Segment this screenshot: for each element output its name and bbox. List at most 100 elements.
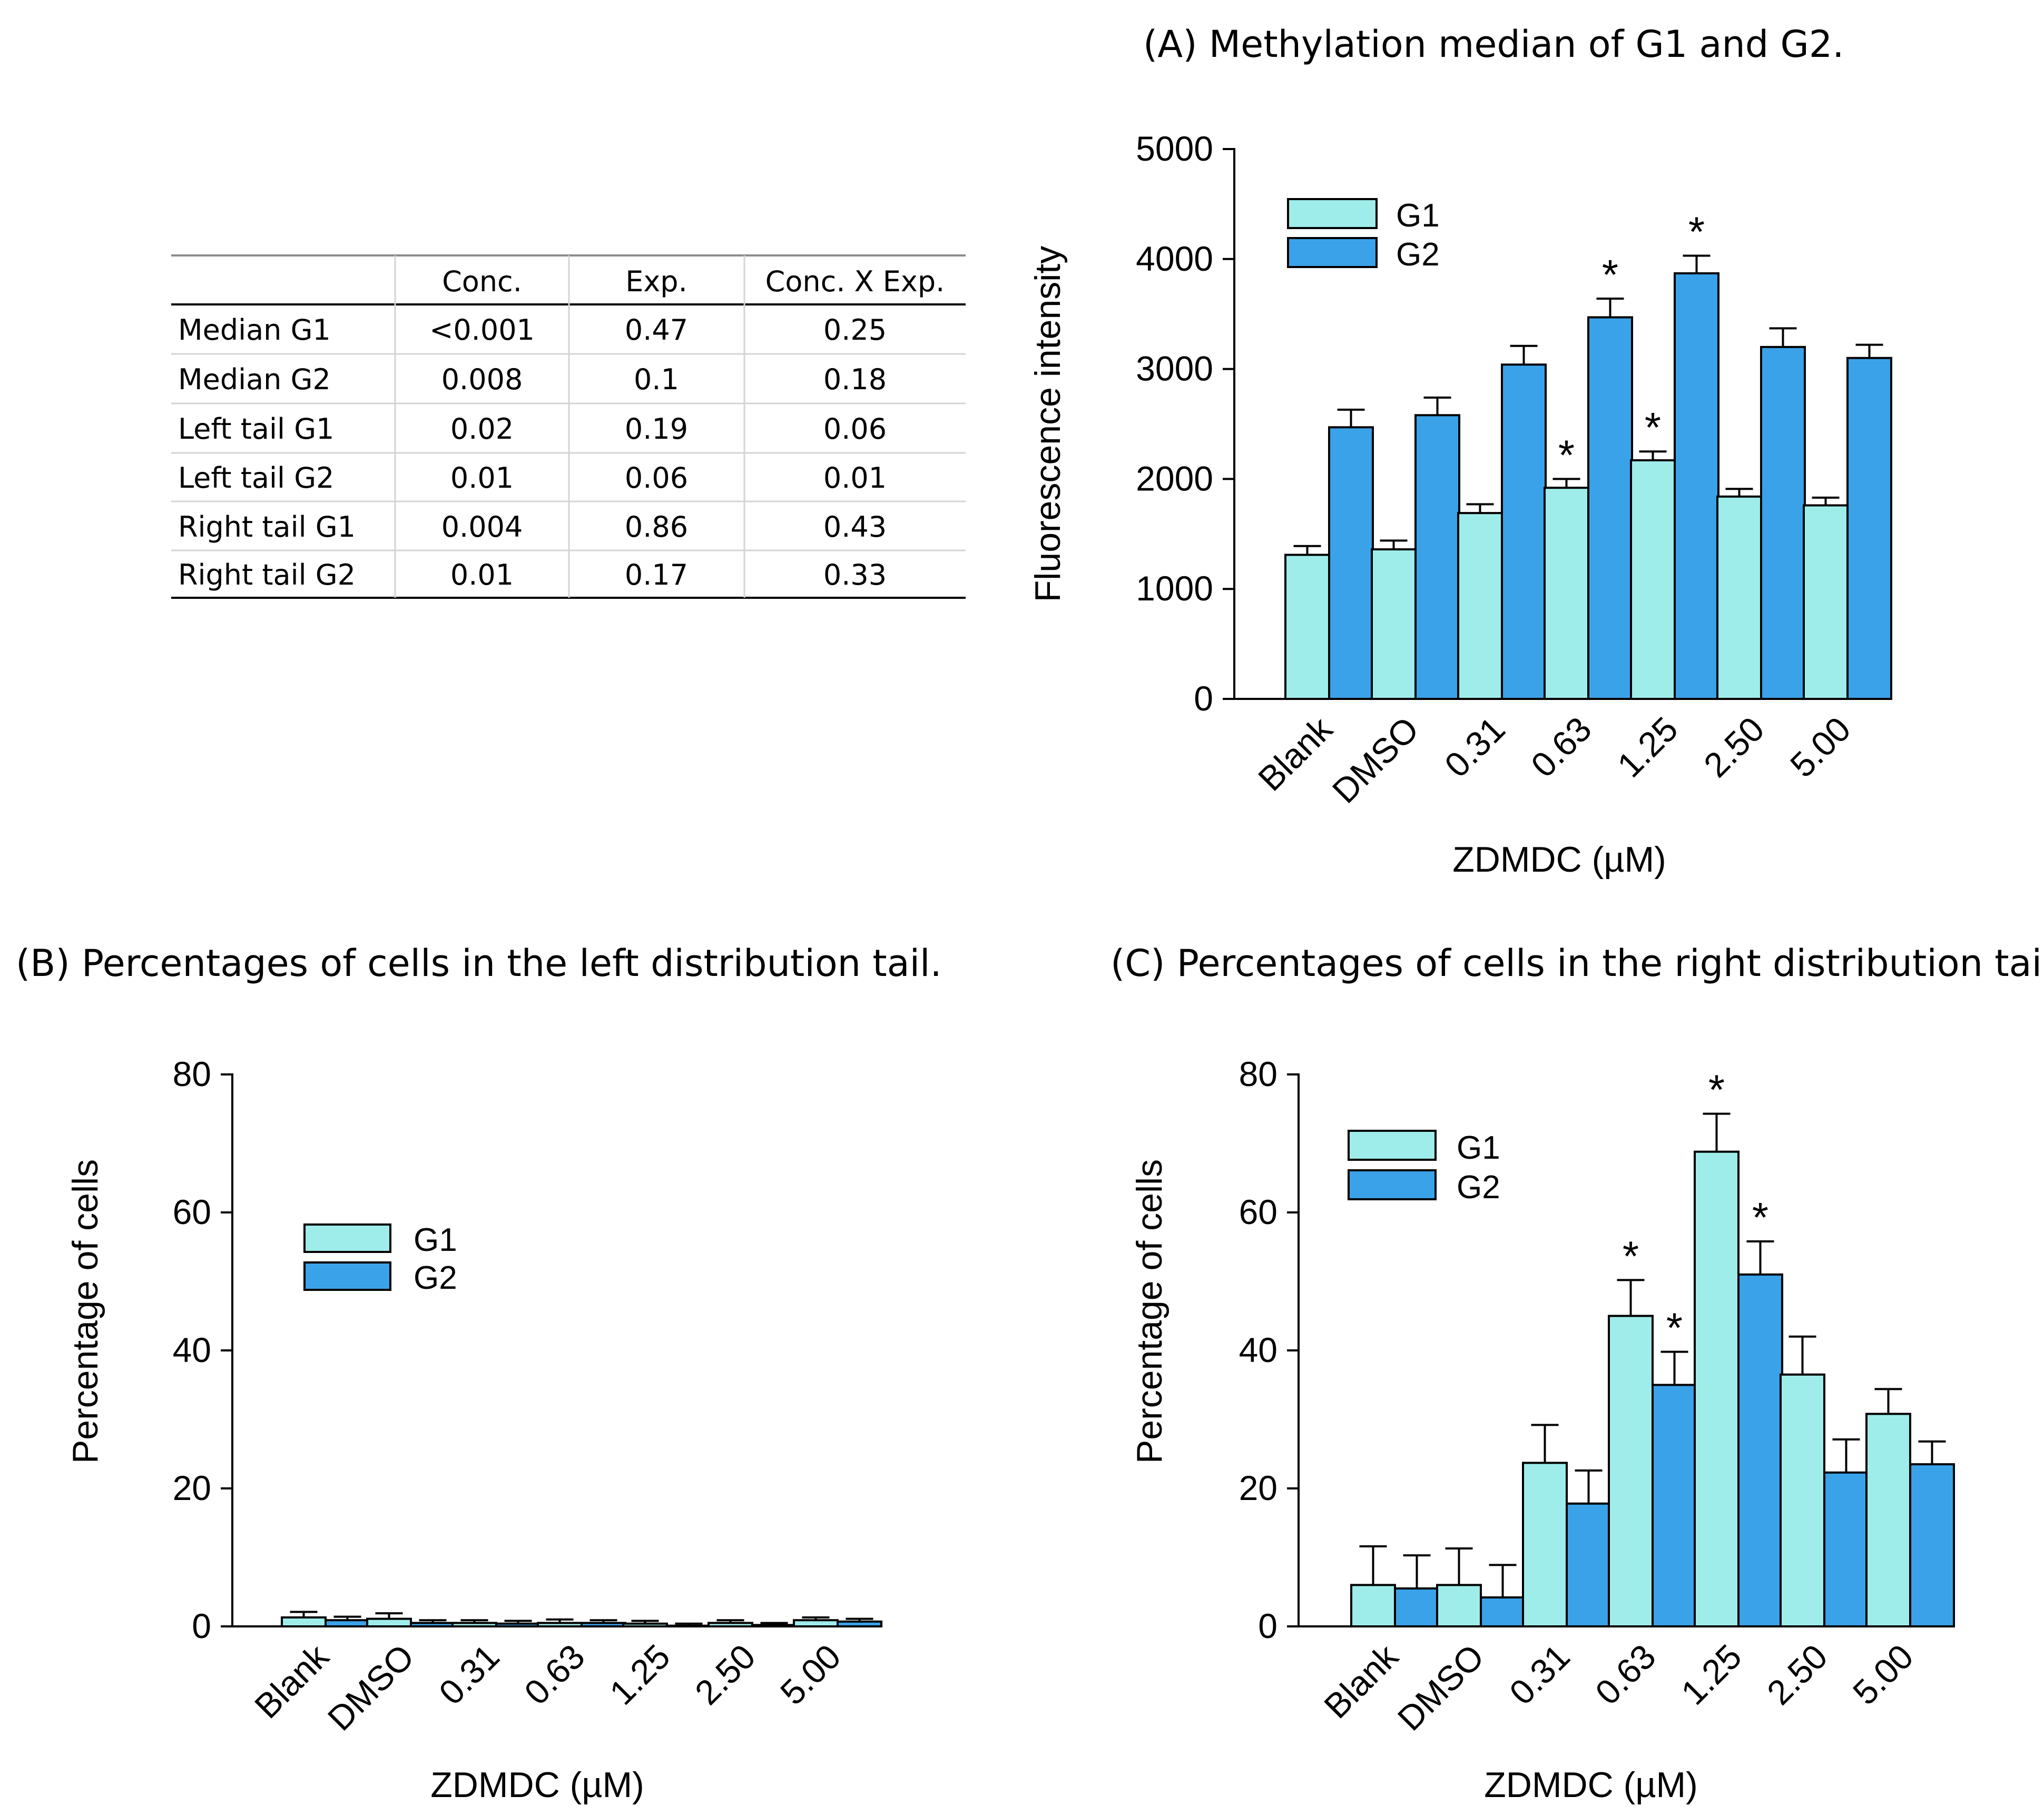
x-tick-label: 1.25 xyxy=(1610,709,1685,785)
x-tick-label: 5.00 xyxy=(1783,709,1858,785)
y-axis-label: Percentage of cells xyxy=(1129,1159,1170,1464)
x-tick-label: 5.00 xyxy=(1845,1637,1921,1712)
significance-star: * xyxy=(1708,1067,1725,1113)
bar-g1 xyxy=(537,1622,583,1627)
bar-g2 xyxy=(1480,1596,1526,1627)
chart-panel-a: (A) Methylation median of G1 and G2. 0 10… xyxy=(1028,23,1892,880)
bar-g2 xyxy=(1846,357,1892,700)
y-axis-label: Percentage of cells xyxy=(65,1159,105,1464)
legend-swatch-g2 xyxy=(1287,237,1378,268)
x-tick-label: 0.63 xyxy=(1524,709,1599,785)
table-cell: 0.004 xyxy=(441,510,523,544)
bar-g2 xyxy=(1674,272,1719,700)
y-tick-label: 80 xyxy=(173,1054,211,1093)
significance-star: * xyxy=(1752,1194,1768,1241)
x-tick-label: 1.25 xyxy=(1674,1637,1749,1712)
bar-g1 xyxy=(1716,495,1762,700)
table-cell: 0.17 xyxy=(625,558,688,591)
x-axis-label: ZDMDC (µM) xyxy=(1452,840,1666,880)
table-cell: 0.01 xyxy=(450,461,514,495)
y-tick-label: 40 xyxy=(173,1330,211,1369)
y-tick-label: 0 xyxy=(1194,679,1213,718)
legend-swatch-g2 xyxy=(1348,1169,1437,1200)
table-row-label: Left tail G2 xyxy=(178,461,334,495)
table-cell: 0.86 xyxy=(625,510,688,544)
y-tick-label: 3000 xyxy=(1136,349,1213,388)
x-tick-label: DMSO xyxy=(1390,1637,1491,1738)
significance-star: * xyxy=(1688,209,1705,255)
table-cell: 0.1 xyxy=(634,363,679,396)
chart-panel-b: (B) Percentages of cells in the left dis… xyxy=(16,942,942,1805)
y-tick-label: 20 xyxy=(173,1468,211,1507)
bar-g1 xyxy=(1371,548,1417,700)
bar-g1 xyxy=(1350,1584,1396,1627)
y-tick-label: 2000 xyxy=(1136,459,1213,498)
chart-panel-c: (C) Percentages of cells in the right di… xyxy=(1111,942,2044,1805)
bar-g1 xyxy=(1803,504,1849,700)
bar-g1 xyxy=(1436,1584,1482,1627)
significance-star: * xyxy=(1602,251,1618,298)
legend: G1 G2 xyxy=(1287,198,1440,273)
bar-g2 xyxy=(1823,1471,1869,1628)
legend-swatch-g1 xyxy=(1287,198,1378,229)
bar-g1 xyxy=(1544,487,1589,700)
table-header-cell: Conc. X Exp. xyxy=(765,265,945,298)
bar-g2 xyxy=(751,1624,797,1627)
x-tick-label: 0.31 xyxy=(1437,709,1512,785)
x-axis-label: ZDMDC (µM) xyxy=(1484,1765,1698,1805)
legend: G1 G2 xyxy=(1348,1130,1500,1206)
bar-g1 xyxy=(1608,1315,1654,1627)
chart-title: (C) Percentages of cells in the right di… xyxy=(1111,942,2044,985)
stats-table: Conc. Exp. Conc. X Exp. Median G1 <0.001… xyxy=(171,254,966,599)
bar-g2 xyxy=(1652,1384,1697,1627)
table-row-label: Left tail G1 xyxy=(178,412,334,446)
x-tick-label: 0.31 xyxy=(431,1637,507,1712)
table-row-label: Right tail G1 xyxy=(178,510,356,544)
table-cell: 0.43 xyxy=(823,510,887,544)
legend-label: G1 xyxy=(1457,1130,1500,1166)
significance-star: * xyxy=(1623,1232,1639,1279)
table-cell: 0.06 xyxy=(823,412,887,446)
bar-g1 xyxy=(793,1619,839,1627)
table-header-cell: Exp. xyxy=(625,265,687,298)
x-tick-label: DMSO xyxy=(1325,709,1426,811)
bar-g2 xyxy=(837,1620,882,1628)
x-tick-label: 0.63 xyxy=(1588,1637,1663,1712)
table-cell: 0.25 xyxy=(823,313,887,347)
table-cell: 0.008 xyxy=(441,363,523,396)
x-tick-label: 2.50 xyxy=(1760,1637,1835,1712)
x-tick-label: DMSO xyxy=(320,1637,421,1738)
bar-g2 xyxy=(1737,1273,1783,1627)
bar-g1 xyxy=(707,1622,753,1627)
y-tick-label: 20 xyxy=(1239,1468,1278,1507)
table-cell: 0.47 xyxy=(625,313,688,347)
x-tick-label: 5.00 xyxy=(773,1637,848,1712)
legend-swatch-g2 xyxy=(303,1261,391,1291)
table-row-label: Right tail G2 xyxy=(178,558,356,591)
bar-g1 xyxy=(1522,1462,1568,1628)
bar-g1 xyxy=(622,1622,668,1628)
table-header-cell: Conc. xyxy=(442,265,522,298)
x-tick-label: 1.25 xyxy=(602,1637,677,1712)
bar-g2 xyxy=(325,1619,370,1627)
y-tick-label: 40 xyxy=(1239,1330,1278,1369)
y-axis-label: Fluorescence intensity xyxy=(1028,246,1068,603)
bar-g2 xyxy=(410,1622,456,1627)
y-tick-label: 4000 xyxy=(1136,239,1213,278)
bar-g1 xyxy=(1694,1150,1740,1627)
chart-title: (B) Percentages of cells in the left dis… xyxy=(16,942,942,985)
x-tick-label: 2.50 xyxy=(687,1637,763,1712)
bar-g1 xyxy=(366,1617,412,1628)
legend-label: G1 xyxy=(414,1222,457,1258)
significance-star: * xyxy=(1558,431,1575,478)
significance-star: * xyxy=(1645,404,1661,451)
x-tick-label: 0.63 xyxy=(517,1637,592,1712)
bar-g2 xyxy=(1566,1502,1611,1628)
bar-g2 xyxy=(1501,363,1547,700)
x-tick-label: 2.50 xyxy=(1696,709,1772,785)
bar-g2 xyxy=(495,1622,541,1628)
chart-title: (A) Methylation median of G1 and G2. xyxy=(1143,23,1844,66)
table-cell: 0.01 xyxy=(450,558,514,591)
